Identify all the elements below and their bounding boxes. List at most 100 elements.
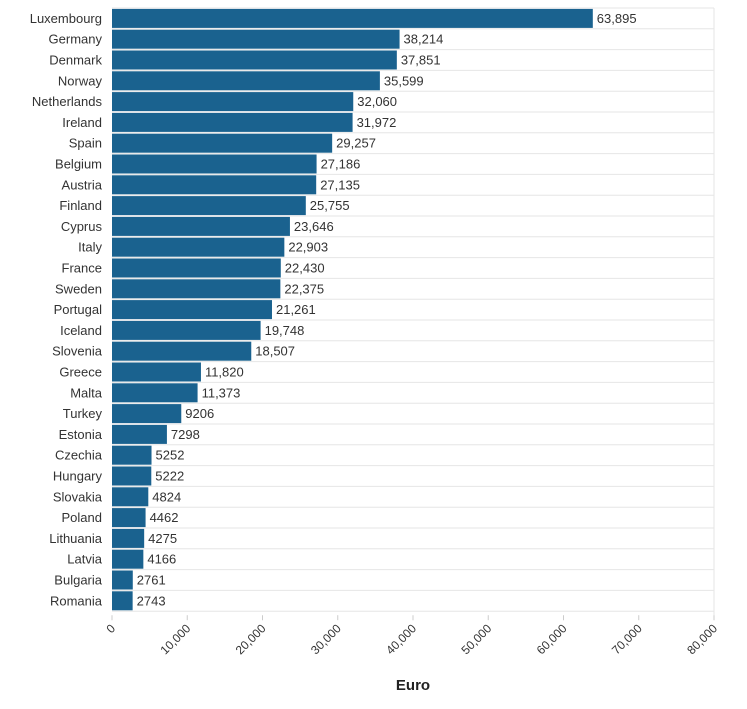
grid-lines [112,7,715,616]
category-label: Austria [62,177,103,192]
value-label: 22,430 [285,261,325,276]
category-label: Czechia [55,448,103,463]
category-label: Turkey [63,406,103,421]
category-labels: Luxembourg Germany Denmark Norway Netherland… [30,11,103,608]
value-label: 23,646 [294,219,334,234]
bar [112,466,152,486]
bar [112,549,144,569]
category-label: Belgium [55,157,102,172]
category-label: Portugal [54,302,103,317]
value-label: 25,755 [310,198,350,213]
bars [112,8,593,611]
category-label: Greece [59,365,102,380]
value-label: 63,895 [597,11,637,26]
value-label: 4462 [150,510,179,525]
value-label: 22,903 [288,240,328,255]
x-tick-label: 40,000 [383,621,419,657]
category-label: Sweden [55,281,102,296]
value-label: 11,820 [205,365,244,380]
category-label: Finland [59,198,102,213]
category-label: Germany [49,32,103,47]
value-label: 4275 [148,531,177,546]
value-label: 5252 [156,448,185,463]
value-label: 4824 [152,489,181,504]
x-tick-label: 0 [103,621,118,636]
bar [112,29,400,49]
bar [112,445,152,465]
category-label: Bulgaria [54,573,102,588]
x-tick-label: 60,000 [534,621,570,657]
value-label: 21,261 [276,302,316,317]
value-label: 5222 [155,469,184,484]
bar [112,112,353,132]
x-axis-ticks: 0 10,000 20,000 30,000 40,000 50,000 60,000 70,… [103,615,720,657]
bar [112,487,149,507]
category-label: Norway [58,73,103,88]
value-label: 37,851 [401,53,441,68]
bar [112,133,333,153]
value-label: 31,972 [357,115,397,130]
bar [112,92,354,112]
bar [112,424,167,444]
value-label: 22,375 [284,281,324,296]
bar [112,341,252,361]
value-label: 4166 [147,552,176,567]
bar [112,237,285,257]
bar [112,50,397,70]
x-tick-label: 30,000 [308,621,344,657]
bar [112,71,380,91]
category-label: Ireland [62,115,102,130]
value-label: 2743 [137,593,166,608]
bar [112,258,281,278]
category-label: France [62,261,102,276]
category-label: Cyprus [61,219,103,234]
value-label: 18,507 [255,344,295,359]
category-label: Poland [62,510,102,525]
category-label: Slovenia [52,344,103,359]
value-label: 27,135 [320,177,360,192]
category-label: Luxembourg [30,11,102,26]
bar [112,196,306,216]
category-label: Romania [50,593,103,608]
value-label: 32,060 [357,94,397,109]
category-label: Iceland [60,323,102,338]
x-tick-label: 80,000 [684,621,720,657]
value-label: 7298 [171,427,200,442]
value-label: 27,186 [321,157,361,172]
value-label: 11,373 [202,385,241,400]
bar [112,404,182,424]
category-label: Denmark [49,53,102,68]
bar [112,383,198,403]
x-tick-label: 20,000 [233,621,269,657]
bar [112,216,290,236]
value-label: 38,214 [404,32,444,47]
bar [112,175,317,195]
bar [112,362,201,382]
category-label: Italy [78,240,102,255]
bar [112,320,261,340]
bar [112,154,317,174]
bar [112,591,133,611]
x-tick-label: 10,000 [158,621,194,657]
category-label: Malta [70,385,103,400]
bar [112,279,281,299]
category-label: Latvia [67,552,102,567]
bar [112,300,272,320]
value-label: 19,748 [265,323,305,338]
category-label: Netherlands [32,94,103,109]
value-label: 2761 [137,573,166,588]
bar [112,8,593,28]
category-label: Estonia [59,427,103,442]
x-axis-title: Euro [396,677,430,694]
category-label: Lithuania [49,531,103,546]
bar [112,528,145,548]
value-labels: 63,895 38,214 37,851 35,599 32,060 31,972 29,2… [137,11,637,608]
value-label: 29,257 [336,136,376,151]
x-tick-label: 70,000 [609,621,645,657]
category-label: Hungary [53,469,103,484]
value-label: 35,599 [384,73,424,88]
category-label: Spain [69,136,102,151]
x-tick-label: 50,000 [459,621,495,657]
bar [112,508,146,528]
